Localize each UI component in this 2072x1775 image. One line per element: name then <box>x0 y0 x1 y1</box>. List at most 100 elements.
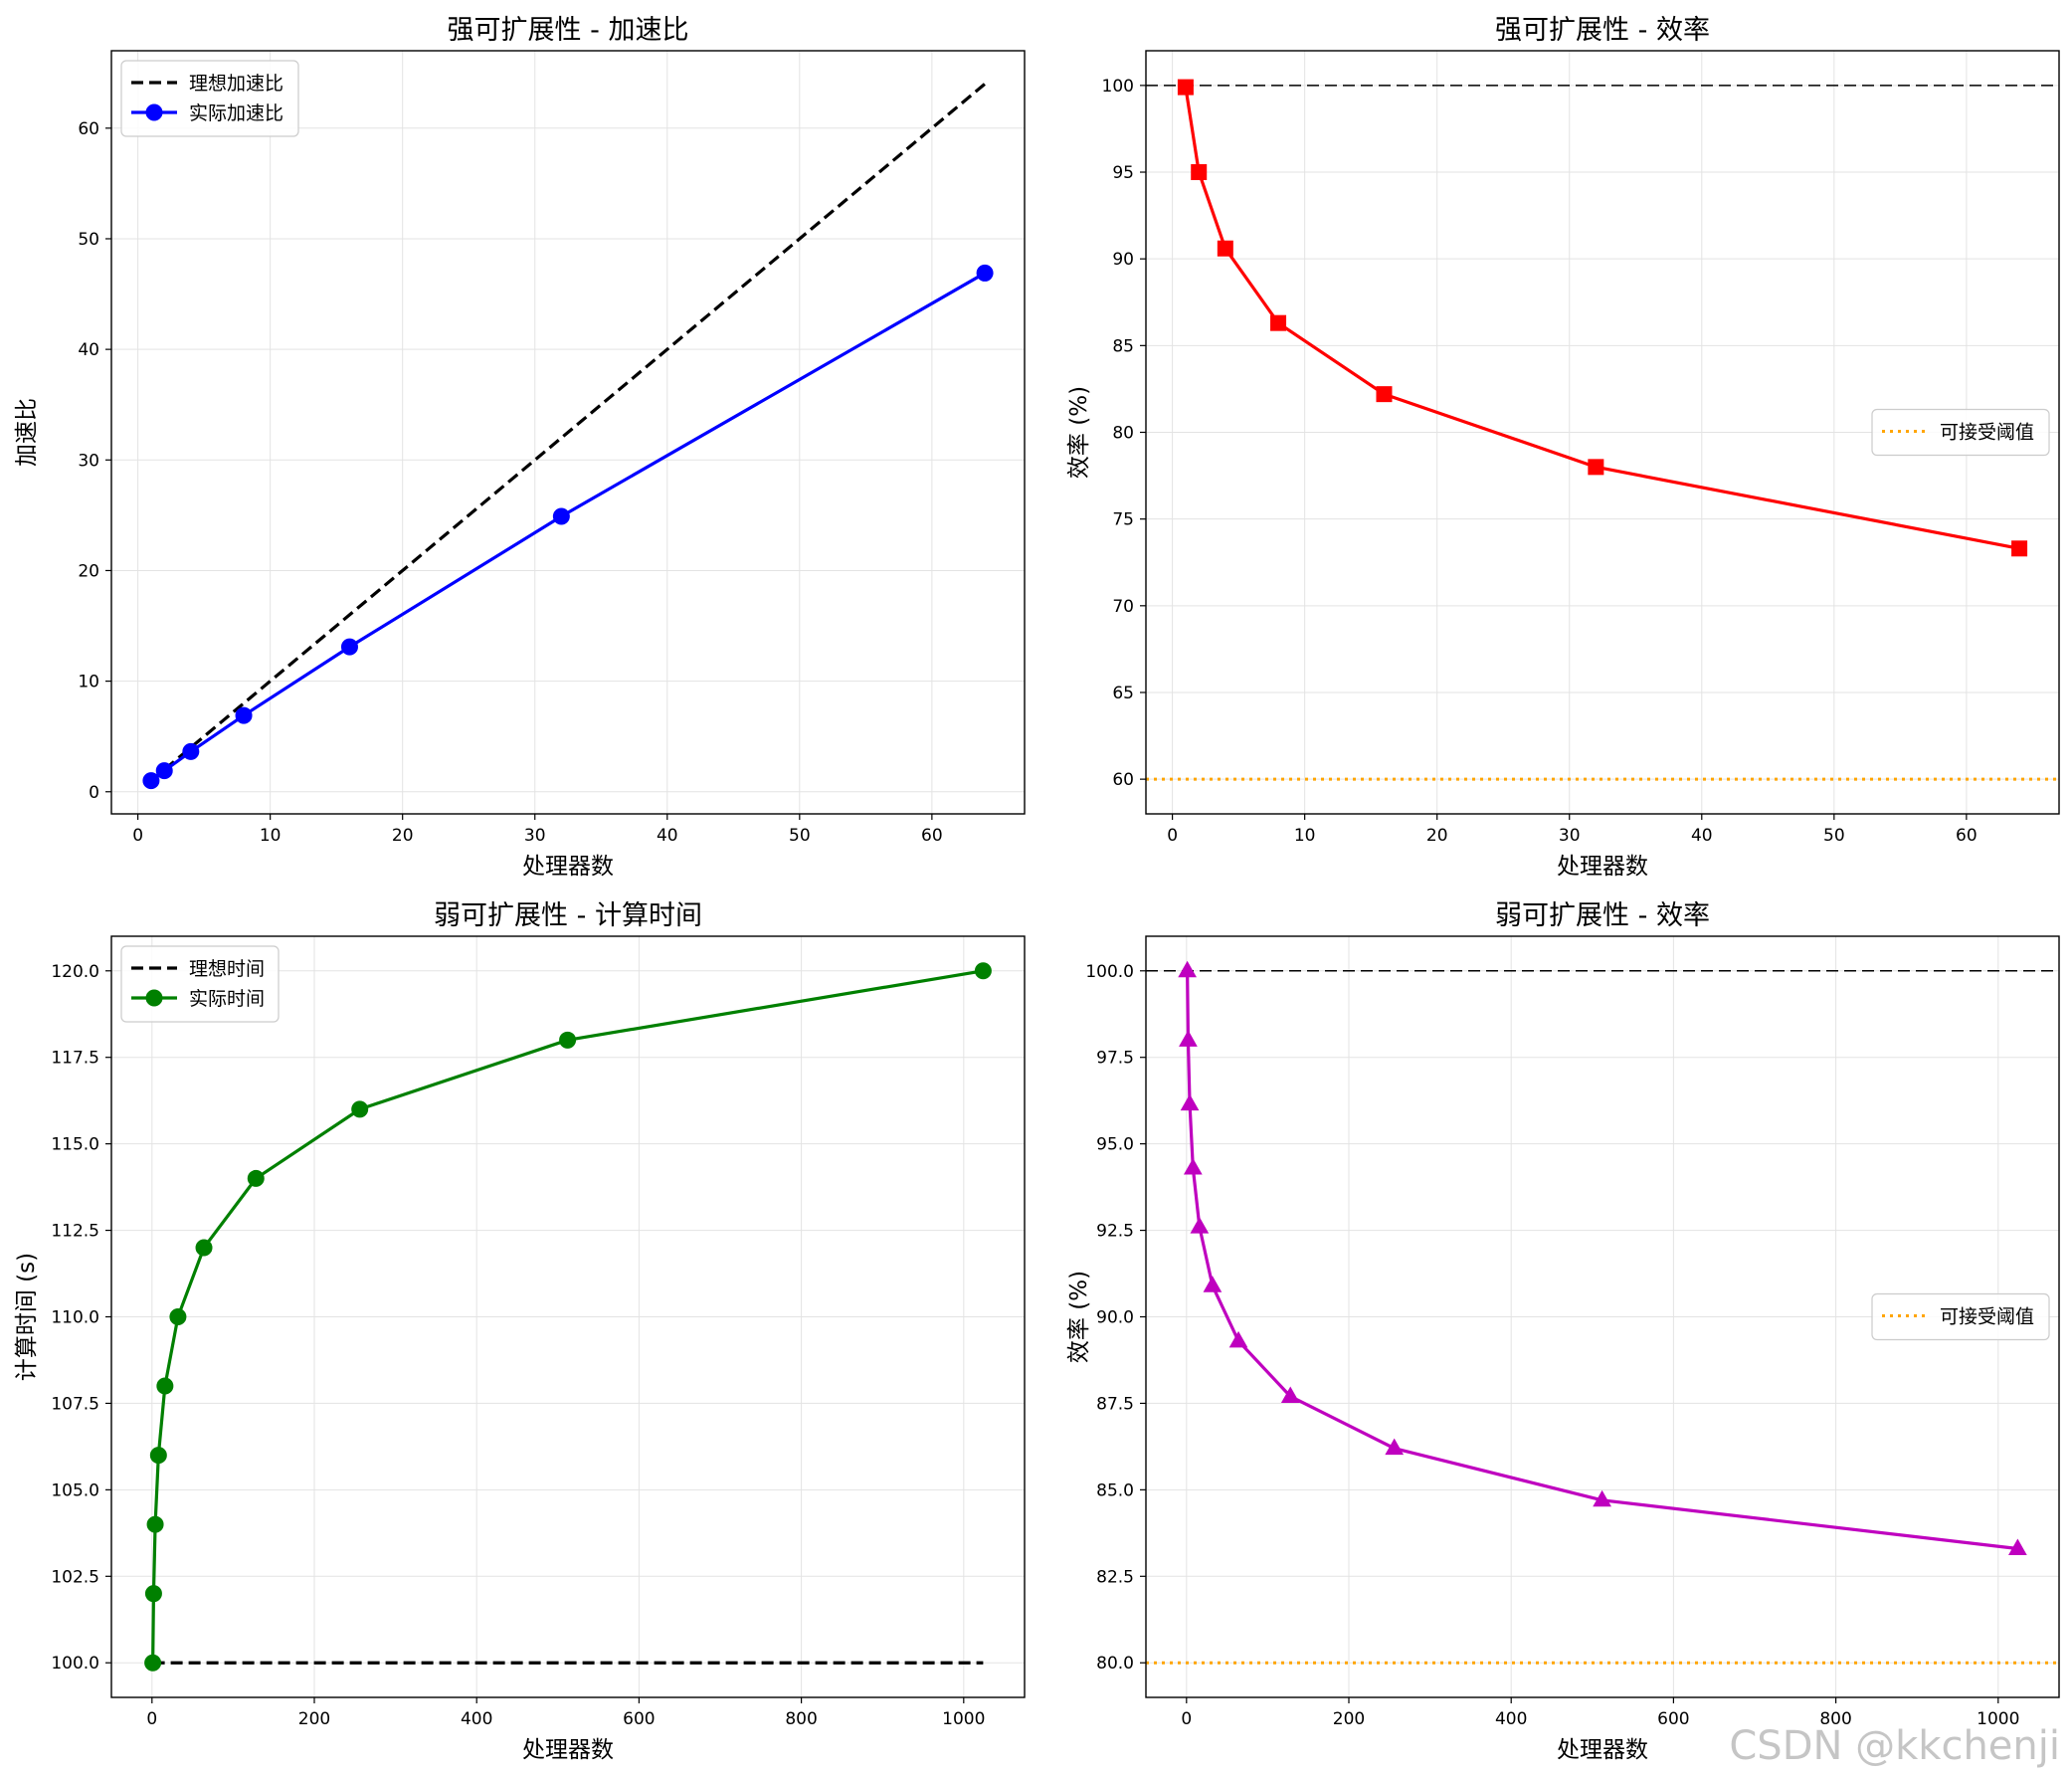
x-tick-label: 40 <box>657 826 678 846</box>
subplot-1: 0 10 20 30 40 50 60 0 10 20 30 40 50 60 强可扩展性 - 加速比处理器… <box>14 15 1026 880</box>
y-tick-label: 82.5 <box>1096 1567 1134 1587</box>
data-point <box>156 1377 174 1395</box>
legend: 可接受阈值 <box>1871 408 2050 457</box>
x-axis-label: 处理器数 <box>1557 1737 1648 1763</box>
legend-label: 可接受阈值 <box>1940 422 2034 444</box>
legend-label: 理想加速比 <box>189 73 283 95</box>
y-tick-label: 80 <box>1112 424 1134 444</box>
data-point <box>1203 1276 1223 1292</box>
y-tick-label: 60 <box>1112 770 1134 790</box>
x-tick-label: 0 <box>1181 1709 1192 1729</box>
y-tick-label: 95.0 <box>1096 1135 1134 1155</box>
y-tick-label: 75 <box>1112 510 1134 530</box>
data-point <box>1179 1030 1198 1047</box>
y-tick-label: 100 <box>1102 77 1134 97</box>
y-tick-label: 20 <box>78 561 99 581</box>
data-point <box>195 1239 213 1257</box>
data-point <box>976 264 994 282</box>
y-tick-label: 80.0 <box>1096 1654 1134 1674</box>
y-tick-label: 10 <box>78 673 99 692</box>
subplot-4: 0 200 400 600 800 1000 80.0 82.5 85.0 87.5 90.0 92.… <box>1066 900 2060 1763</box>
chart-title: 弱可扩展性 - 效率 <box>1495 900 1710 931</box>
chart-title: 弱可扩展性 - 计算时间 <box>434 900 702 931</box>
y-tick-label: 102.5 <box>51 1567 99 1587</box>
x-tick-label: 50 <box>789 826 811 846</box>
y-tick-label: 120.0 <box>51 962 99 982</box>
y-axis-label: 效率 (%) <box>1066 386 1092 479</box>
y-tick-label: 65 <box>1112 684 1134 703</box>
data-point <box>1593 1489 1611 1507</box>
y-tick-label: 92.5 <box>1096 1222 1134 1242</box>
data-point <box>2011 540 2028 557</box>
data-point <box>169 1308 187 1325</box>
x-tick-label: 600 <box>1657 1709 1689 1729</box>
x-tick-label: 400 <box>461 1709 492 1729</box>
y-axis-label: 计算时间 (s) <box>14 1253 40 1381</box>
axes-frame <box>1145 50 2060 815</box>
x-tick-label: 1000 <box>1977 1709 2019 1729</box>
data-point <box>1180 1093 1200 1111</box>
x-tick-label: 60 <box>921 826 943 846</box>
y-tick-label: 97.5 <box>1096 1049 1134 1069</box>
y-tick-label: 0 <box>89 783 99 803</box>
data-point <box>1183 1157 1203 1175</box>
x-tick-label: 0 <box>146 1709 157 1729</box>
y-tick-label: 30 <box>78 451 99 471</box>
legend-box <box>1871 1292 2050 1341</box>
axes-frame <box>110 50 1026 815</box>
legend-label: 实际时间 <box>189 988 265 1010</box>
data-point <box>1270 314 1287 331</box>
watermark: CSDN @kkchenji <box>1729 1723 2060 1769</box>
data-point <box>559 1031 577 1049</box>
data-point <box>144 1585 162 1603</box>
legend-marker <box>145 103 163 121</box>
series-line-1 <box>149 83 987 782</box>
axes-frame <box>110 935 1026 1698</box>
data-point <box>1190 1217 1210 1234</box>
legend-box <box>1871 408 2050 457</box>
data-point <box>149 1447 167 1465</box>
series-line-1 <box>1184 87 2020 550</box>
data-point <box>1178 960 1197 978</box>
data-point <box>974 962 992 980</box>
y-axis-label: 加速比 <box>14 398 40 467</box>
data-point <box>1376 386 1393 403</box>
x-tick-label: 0 <box>1167 826 1178 846</box>
legend-marker <box>145 989 163 1007</box>
y-tick-label: 100.0 <box>51 1654 99 1674</box>
y-tick-label: 95 <box>1112 163 1134 183</box>
data-point <box>1228 1330 1248 1348</box>
data-point <box>1588 459 1604 476</box>
y-axis-label: 效率 (%) <box>1066 1271 1092 1363</box>
x-tick-label: 200 <box>1333 1709 1365 1729</box>
data-point <box>247 1169 265 1187</box>
x-tick-label: 400 <box>1495 1709 1527 1729</box>
x-tick-label: 10 <box>260 826 282 846</box>
y-tick-label: 90.0 <box>1096 1308 1134 1328</box>
data-point <box>340 638 358 656</box>
data-point <box>155 762 173 780</box>
data-point <box>182 742 200 760</box>
chart-title: 强可扩展性 - 加速比 <box>448 15 689 46</box>
x-tick-label: 10 <box>1294 826 1316 846</box>
x-tick-label: 60 <box>1956 826 1978 846</box>
x-tick-label: 800 <box>785 1709 817 1729</box>
y-tick-label: 90 <box>1112 250 1134 270</box>
data-point <box>1191 164 1208 181</box>
y-tick-label: 87.5 <box>1096 1394 1134 1414</box>
data-point <box>1280 1386 1300 1403</box>
x-axis-label: 处理器数 <box>522 1737 614 1763</box>
y-tick-label: 70 <box>1112 597 1134 617</box>
y-tick-label: 105.0 <box>51 1480 99 1500</box>
legend-label: 实际加速比 <box>189 102 283 124</box>
data-point <box>235 706 253 724</box>
x-tick-label: 20 <box>1426 826 1448 846</box>
y-tick-label: 50 <box>78 230 99 250</box>
data-point <box>1177 79 1194 96</box>
legend-box <box>120 60 299 137</box>
x-tick-label: 50 <box>1823 826 1845 846</box>
data-point <box>146 1515 164 1533</box>
legend: 可接受阈值 <box>1871 1292 2050 1341</box>
subplot-3: 0 200 400 600 800 1000 100.0 102.5 105.0 107.5 110… <box>14 900 1026 1763</box>
